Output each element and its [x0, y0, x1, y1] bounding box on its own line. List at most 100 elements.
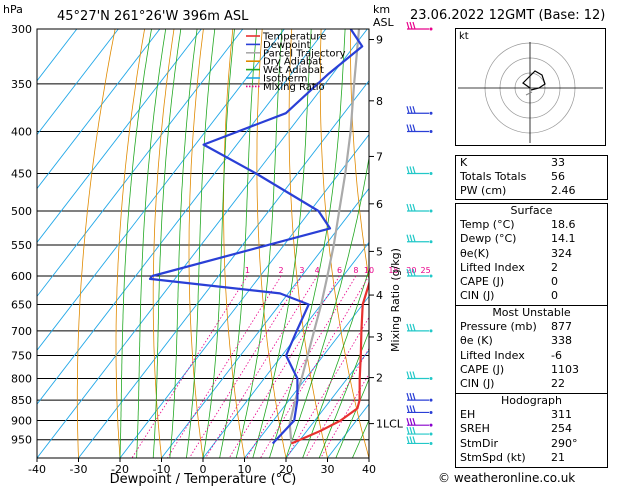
dry-adiabat-line: [256, 29, 287, 458]
hodograph-value: 290°: [551, 436, 578, 450]
mixing-ratio-line: [260, 275, 369, 458]
wet-adiabat-line: [202, 29, 235, 458]
wet-adiabat-line: [136, 29, 167, 458]
wind-barb-dot: [429, 209, 433, 213]
indices-top-box: K 33 Totals Totals 56 PW (cm) 2.46: [455, 155, 608, 200]
mixing-ratio-line: [228, 275, 340, 458]
mixing-ratio-label: 20: [406, 266, 416, 275]
wind-barb-flag: [412, 323, 416, 332]
mixing-ratio-label: 15: [388, 266, 398, 275]
surface-row: Dewp (°C) 14.1: [456, 232, 607, 246]
surface-label: Dewp (°C): [460, 232, 517, 246]
wind-barb-flag: [409, 166, 413, 174]
asl-label: ASL: [373, 16, 395, 29]
mixing-ratio-label: 3: [299, 266, 304, 275]
wind-barb-flag: [412, 166, 416, 174]
isotherm-line: [37, 29, 161, 190]
wind-barb-dot: [429, 432, 433, 436]
index-value: 56: [551, 170, 565, 184]
wind-barb-flag: [409, 124, 413, 132]
wind-barb-flag: [406, 234, 410, 242]
wind-barb-flag: [412, 234, 416, 242]
mixing-ratio-label: 4: [315, 266, 320, 275]
wind-barb-dot: [429, 111, 433, 115]
wind-barb-flag: [406, 426, 410, 435]
wet-adiabat-line: [285, 155, 369, 458]
mixing-ratio-line: [305, 347, 369, 458]
wind-barb-flag: [412, 268, 416, 277]
wind-barb-flag: [409, 203, 413, 212]
index-label: PW (cm): [460, 184, 507, 198]
dry-adiabat-line: [152, 29, 175, 458]
hodograph-row: StmDir 290°: [456, 437, 607, 451]
km-tick-label: 4: [376, 289, 383, 302]
isotherm-line: [37, 29, 285, 351]
legend-entry: Dewpoint: [263, 40, 311, 51]
pressure-tick-label: 900: [11, 414, 32, 427]
wind-barb: [406, 323, 433, 333]
surface-row: CAPE (J) 0: [456, 275, 607, 289]
wind-barb-flag: [406, 166, 410, 174]
wind-barb-dot: [429, 27, 433, 31]
pressure-tick-label: 750: [11, 349, 32, 362]
wind-barb-flag: [406, 323, 410, 332]
km-tick-label: 3: [376, 331, 383, 344]
surface-row: Lifted Index 2: [456, 261, 607, 275]
wind-barb-flag: [412, 418, 416, 426]
wind-barb-flag: [406, 405, 410, 413]
km-tick-label: 6: [376, 198, 383, 211]
hodograph-kt-label: kt: [459, 31, 469, 42]
profiles: [148, 29, 369, 445]
surface-label: CIN (J): [460, 289, 495, 303]
hodograph-label: StmDir: [460, 436, 499, 450]
wet-adiabat-line: [269, 29, 346, 458]
index-label: Totals Totals: [460, 170, 527, 184]
dry-adiabat-line: [380, 29, 452, 458]
datetime-title: 23.06.2022 12GMT (Base: 12): [410, 8, 606, 23]
wind-barb: [406, 436, 433, 445]
legend-entry: Parcel Trajectory: [263, 48, 346, 59]
most-unstable-value: 1103: [551, 362, 579, 376]
mixing-ratio-line: [246, 275, 357, 458]
wind-barb-flag: [409, 392, 413, 401]
wind-barb: [406, 371, 433, 380]
most-unstable-row: CAPE (J) 1103: [456, 363, 607, 377]
pressure-tick-label: 850: [11, 394, 32, 407]
wind-barb-flag: [406, 436, 410, 444]
wind-barb-flag: [409, 234, 413, 242]
x-tick-label: -30: [70, 463, 88, 476]
mixing-ratio-axis-label: Mixing Ratio (g/kg): [389, 248, 402, 352]
x-tick-label: -10: [153, 463, 171, 476]
hodograph-label: EH: [460, 408, 476, 422]
most-unstable-label: CIN (J): [460, 376, 495, 390]
hodograph-trace: [522, 70, 546, 91]
mixing-ratio-line: [167, 275, 282, 458]
mixing-ratio-line: [205, 275, 318, 458]
wind-barb-flag: [409, 426, 413, 435]
isotherm-line: [202, 241, 369, 458]
wind-barb: [406, 268, 433, 278]
copyright: © weatheronline.co.uk: [438, 471, 576, 485]
wind-barb: [406, 405, 433, 414]
index-label: K: [460, 156, 468, 169]
wind-barb-flag: [412, 124, 416, 132]
legend-entry: Wet Adiabat: [263, 65, 324, 76]
dry-adiabat-line: [115, 29, 145, 458]
wind-barb-flag: [406, 124, 410, 132]
mixing-ratio-label: 1: [245, 266, 250, 275]
wind-barb-flag: [406, 418, 410, 426]
wind-barb-flag: [412, 392, 416, 401]
hodograph-value: 21: [551, 450, 565, 464]
hodograph-storm-motion: [525, 91, 533, 96]
wet-adiabat-line: [219, 29, 258, 458]
wind-barb-dot: [429, 274, 433, 278]
wind-barb-dot: [429, 376, 433, 380]
pressure-tick-label: 450: [11, 167, 32, 180]
most-unstable-row: Pressure (mb) 877: [456, 320, 607, 334]
wind-barb-flag: [409, 436, 413, 444]
isotherm-line: [37, 29, 119, 136]
hodograph-frame: [455, 28, 606, 146]
pressure-tick-label: 550: [11, 239, 32, 252]
wind-barb: [406, 124, 433, 134]
